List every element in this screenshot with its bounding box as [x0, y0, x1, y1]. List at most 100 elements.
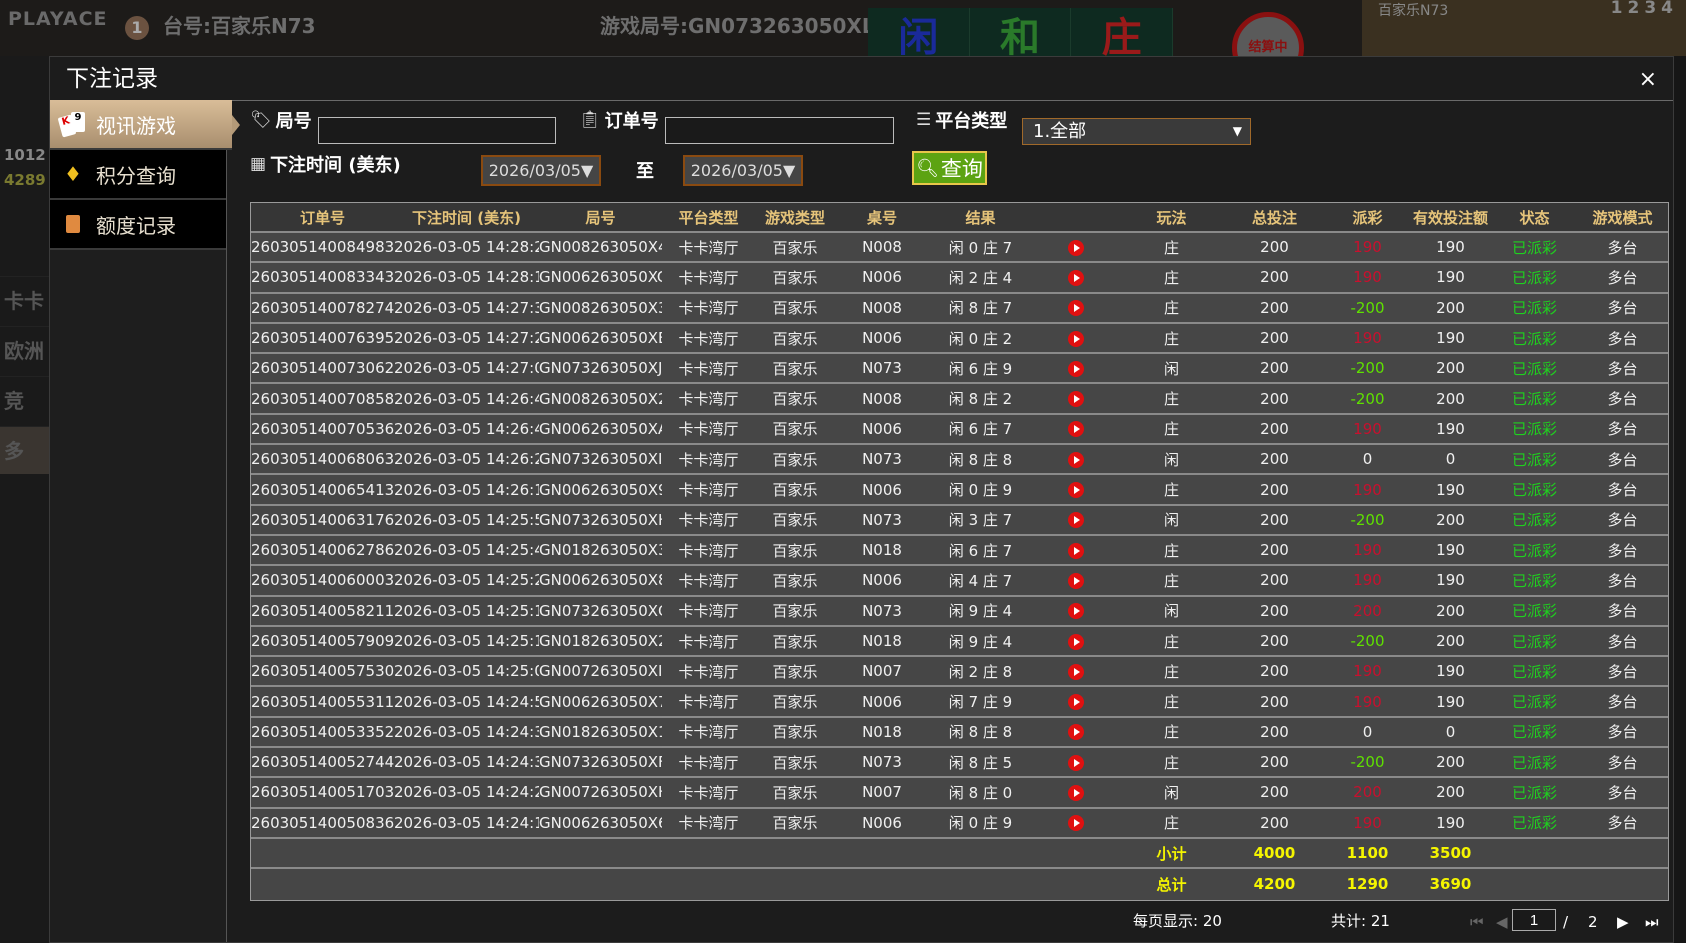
- date-to-picker[interactable]: 2026/03/05▼: [683, 155, 803, 186]
- cell-order-no: 260305140052744: [251, 753, 394, 772]
- page-input[interactable]: [1512, 909, 1556, 931]
- play-video-icon[interactable]: [1068, 542, 1084, 559]
- cell-status: 已派彩: [1511, 753, 1557, 772]
- play-video-icon[interactable]: [1068, 754, 1084, 771]
- close-icon[interactable]: ×: [1638, 67, 1657, 92]
- cell-game-type: 百家乐: [772, 753, 818, 772]
- cell-total-bet: 200: [1260, 480, 1289, 499]
- cell-round-no: GN007263050XH: [539, 783, 662, 802]
- first-page-icon[interactable]: ⏮: [1470, 913, 1484, 931]
- cell-table-no: N073: [862, 601, 902, 620]
- diamond-icon: ♦: [64, 162, 82, 186]
- round-label-text: 局号: [275, 111, 312, 132]
- left-cat-1[interactable]: 卡卡: [0, 276, 49, 324]
- query-button[interactable]: 🔍︎ 查询: [912, 151, 987, 185]
- play-video-icon[interactable]: [1068, 663, 1084, 680]
- play-video-icon[interactable]: [1068, 633, 1084, 650]
- replay-cell[interactable]: [1032, 541, 1120, 559]
- replay-cell[interactable]: [1032, 602, 1120, 620]
- round-input[interactable]: [318, 117, 556, 144]
- replay-cell[interactable]: [1032, 814, 1120, 832]
- replay-cell[interactable]: [1032, 268, 1120, 286]
- play-video-icon[interactable]: [1068, 694, 1084, 711]
- cell-platform: 卡卡湾厅: [678, 359, 739, 378]
- play-video-icon[interactable]: [1068, 330, 1084, 347]
- left-cat-3[interactable]: 竞: [0, 376, 49, 424]
- table-number: 1 台号:百家乐N73: [125, 10, 316, 40]
- cell-status: 已派彩: [1511, 481, 1557, 500]
- play-video-icon[interactable]: [1068, 572, 1084, 589]
- cell-total-bet: 200: [1260, 722, 1289, 741]
- replay-cell[interactable]: [1032, 783, 1120, 801]
- left-cat-4[interactable]: 多: [0, 426, 49, 474]
- left-cat-2[interactable]: 欧洲: [0, 326, 49, 374]
- replay-cell[interactable]: [1032, 693, 1120, 711]
- bet-tile-player[interactable]: 闲: [868, 8, 970, 56]
- replay-cell[interactable]: [1032, 299, 1120, 317]
- bet-tile-tie[interactable]: 和: [969, 8, 1072, 56]
- replay-cell[interactable]: [1032, 662, 1120, 680]
- replay-cell[interactable]: [1032, 753, 1120, 771]
- cell-table-no: N008: [862, 238, 902, 257]
- replay-cell[interactable]: [1032, 511, 1120, 529]
- replay-cell[interactable]: [1032, 359, 1120, 377]
- play-video-icon[interactable]: [1068, 360, 1084, 377]
- prev-page-icon[interactable]: ◀: [1496, 913, 1508, 931]
- cell-valid-bet: 200: [1436, 298, 1465, 317]
- play-video-icon[interactable]: [1068, 269, 1084, 286]
- order-input[interactable]: [665, 117, 894, 144]
- play-video-icon[interactable]: [1068, 815, 1084, 832]
- sidebar-item-credit-records[interactable]: 额度记录: [50, 200, 226, 250]
- cell-platform: 卡卡湾厅: [678, 662, 739, 681]
- date-from-picker[interactable]: 2026/03/05▼: [481, 155, 601, 186]
- replay-cell[interactable]: [1032, 238, 1120, 256]
- cell-game-type: 百家乐: [772, 632, 818, 651]
- replay-cell[interactable]: [1032, 571, 1120, 589]
- last-page-icon[interactable]: ⏭: [1645, 913, 1659, 931]
- cell-game-mode: 多台: [1607, 299, 1638, 318]
- replay-cell[interactable]: [1032, 390, 1120, 408]
- play-video-icon[interactable]: [1068, 724, 1084, 741]
- replay-cell[interactable]: [1032, 723, 1120, 741]
- cell-payout: -200: [1350, 510, 1385, 529]
- cell-bet-type: 庄: [1163, 329, 1179, 348]
- cell-valid-bet: 190: [1436, 571, 1465, 590]
- sidebar-item-points[interactable]: ♦ 积分查询: [50, 150, 226, 200]
- replay-cell[interactable]: [1032, 420, 1120, 438]
- header-result: 结果: [965, 208, 996, 227]
- cell-status: 已派彩: [1511, 390, 1557, 409]
- replay-cell[interactable]: [1032, 481, 1120, 499]
- play-video-icon[interactable]: [1068, 512, 1084, 529]
- replay-cell[interactable]: [1032, 450, 1120, 468]
- bet-tile-banker[interactable]: 庄: [1071, 8, 1174, 56]
- cell-game-mode: 多台: [1607, 511, 1638, 530]
- cell-game-mode: 多台: [1607, 571, 1638, 590]
- platform-select[interactable]: 1.全部 ▼: [1022, 118, 1251, 145]
- cell-valid-bet: 200: [1436, 632, 1465, 650]
- cell-table-no: N006: [862, 692, 902, 711]
- document-icon: [60, 215, 86, 233]
- cell-result: 闲 8 庄 0: [948, 783, 1013, 802]
- play-video-icon[interactable]: [1068, 482, 1084, 499]
- play-video-icon[interactable]: [1068, 239, 1084, 256]
- replay-cell[interactable]: [1032, 329, 1120, 347]
- play-video-icon[interactable]: [1068, 300, 1084, 317]
- play-video-icon[interactable]: [1068, 784, 1084, 801]
- cell-bet-time: 2026-03-05 14:26:48: [394, 419, 539, 438]
- play-video-icon[interactable]: [1068, 421, 1084, 438]
- cell-round-no: GN007263050XI: [539, 662, 662, 681]
- cell-result: 闲 9 庄 4: [948, 632, 1013, 651]
- cell-payout: -200: [1350, 389, 1385, 408]
- cell-round-no: GN008263050X3: [539, 298, 662, 317]
- play-video-icon[interactable]: [1068, 451, 1084, 468]
- next-page-icon[interactable]: ▶: [1617, 913, 1629, 931]
- cell-bet-time: 2026-03-05 14:25:09: [394, 662, 539, 681]
- cell-order-no: 260305140050836: [251, 813, 394, 832]
- cell-game-mode: 多台: [1607, 359, 1638, 378]
- play-video-icon[interactable]: [1068, 603, 1084, 620]
- replay-cell[interactable]: [1032, 632, 1120, 650]
- cell-table-no: N006: [862, 571, 902, 590]
- play-video-icon[interactable]: [1068, 391, 1084, 408]
